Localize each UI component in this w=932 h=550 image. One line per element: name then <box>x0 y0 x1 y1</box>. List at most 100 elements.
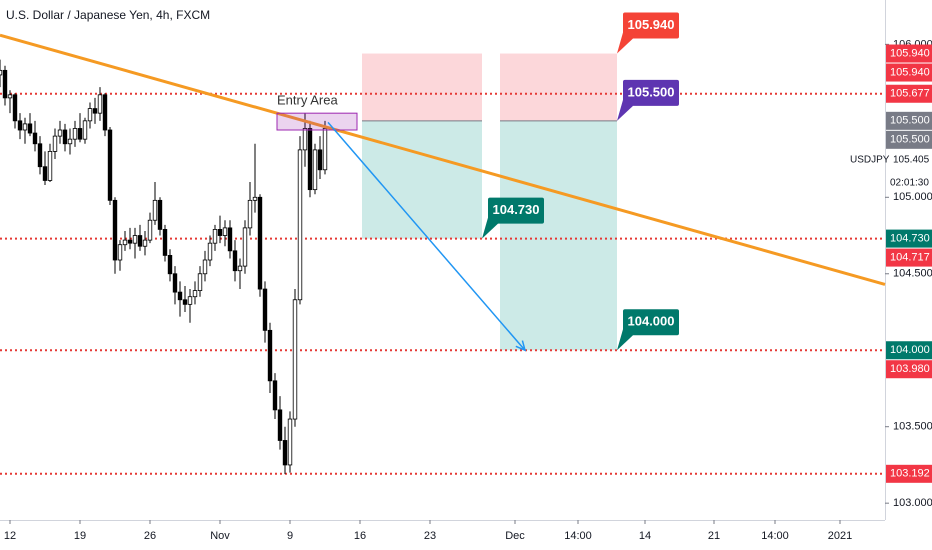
candle-body <box>142 239 148 247</box>
entry-area <box>276 112 358 131</box>
candle-body <box>92 108 98 114</box>
price-badge <box>886 63 932 82</box>
y-tick-label: 103.000 <box>893 497 932 509</box>
arrow-head <box>515 340 527 352</box>
price-badge <box>886 341 932 360</box>
candle-body <box>107 129 113 201</box>
candles <box>0 59 328 475</box>
callout-box <box>623 309 679 336</box>
candle-body <box>202 259 208 275</box>
candle-body <box>227 227 233 252</box>
price-badge-label: 105.940 <box>890 47 930 59</box>
candle-body <box>222 227 228 236</box>
candle-body <box>12 94 18 122</box>
candle-body <box>242 227 248 267</box>
drawings-back <box>0 53 885 475</box>
callout-box <box>623 79 679 106</box>
x-tick-label: 14 <box>639 530 651 542</box>
price-badge-label: 103.980 <box>890 363 930 375</box>
candle-body <box>187 296 193 305</box>
candle-body <box>317 149 323 171</box>
candle-body <box>162 229 168 256</box>
candle-body <box>87 108 93 122</box>
price-badge <box>886 248 932 267</box>
stop-zone <box>500 53 617 121</box>
candle-body <box>307 128 313 191</box>
candle-body <box>82 120 88 140</box>
candle-body <box>292 299 298 420</box>
candle-body <box>7 94 13 99</box>
candle-body <box>157 199 163 230</box>
candle-body <box>102 94 108 131</box>
x-tick-label: 9 <box>287 530 293 542</box>
candle-body <box>172 273 178 293</box>
drawings-front: Entry Area 105.940 105.500 104.730 104.000 <box>0 12 886 352</box>
candle-body <box>302 128 308 151</box>
candle-body <box>17 120 23 131</box>
candle-body <box>182 299 188 305</box>
price-badge-label: 105.500 <box>890 115 930 127</box>
candle-body <box>247 199 253 229</box>
candle-body <box>77 128 83 140</box>
price-badge <box>886 464 932 483</box>
y-tick-label: 104.500 <box>893 268 932 280</box>
candle-body <box>217 229 223 236</box>
price-badge-label: 103.192 <box>890 468 930 480</box>
candle-body <box>177 291 183 301</box>
candle-body <box>212 229 218 244</box>
candle-body <box>197 273 203 291</box>
price-badge-label: 105.500 <box>890 134 930 146</box>
candle-body <box>127 239 133 244</box>
price-badge <box>886 360 932 379</box>
price-badge <box>886 130 932 149</box>
candle-body <box>237 265 243 272</box>
target-zone <box>500 120 617 351</box>
y-tick-label: 103.500 <box>893 421 932 433</box>
candle-body <box>57 129 63 137</box>
candle-body <box>97 94 103 114</box>
candle-body <box>262 288 268 331</box>
x-tick-label: 19 <box>74 530 86 542</box>
price-badge <box>886 111 932 130</box>
callout-label: 104.730 <box>493 202 540 217</box>
candle-body <box>37 143 43 168</box>
candle-body <box>72 128 78 140</box>
candle-body <box>62 129 68 145</box>
candle-body <box>297 149 303 301</box>
price-badge <box>886 44 932 63</box>
candle-body <box>277 409 283 441</box>
candle-body <box>132 235 138 244</box>
symbol-label: USDJPY <box>850 155 890 166</box>
candle-body <box>47 151 53 181</box>
x-tick-label: Dec <box>505 530 525 542</box>
x-tick-label: 23 <box>424 530 436 542</box>
candle-body <box>0 69 3 76</box>
arrow <box>327 121 526 351</box>
candle-body <box>152 199 158 221</box>
x-tick-label: Nov <box>210 530 230 542</box>
callout-label: 104.000 <box>628 314 675 329</box>
trendline <box>0 33 886 286</box>
candle-body <box>312 149 318 191</box>
candle-body <box>122 239 128 246</box>
candle-body <box>252 196 258 201</box>
candle-body <box>22 123 28 131</box>
chart-title: U.S. Dollar / Japanese Yen, 4h, FXCM <box>6 8 210 22</box>
x-tick-label: 2021 <box>828 530 852 542</box>
callout-box <box>623 12 679 39</box>
target-zone <box>362 120 482 239</box>
price-badge-label: 104.730 <box>890 232 930 244</box>
price-badge-label: 104.717 <box>890 251 930 263</box>
x-tick-label: 21 <box>708 530 720 542</box>
price-badge-label: 105.940 <box>890 66 930 78</box>
candle-body <box>272 380 278 411</box>
entry-area-label: Entry Area <box>277 93 338 108</box>
candle-body <box>117 244 123 261</box>
candle-body <box>207 242 213 261</box>
stop-zone <box>362 53 482 121</box>
candle-body <box>287 418 293 466</box>
price-badge <box>886 229 932 248</box>
